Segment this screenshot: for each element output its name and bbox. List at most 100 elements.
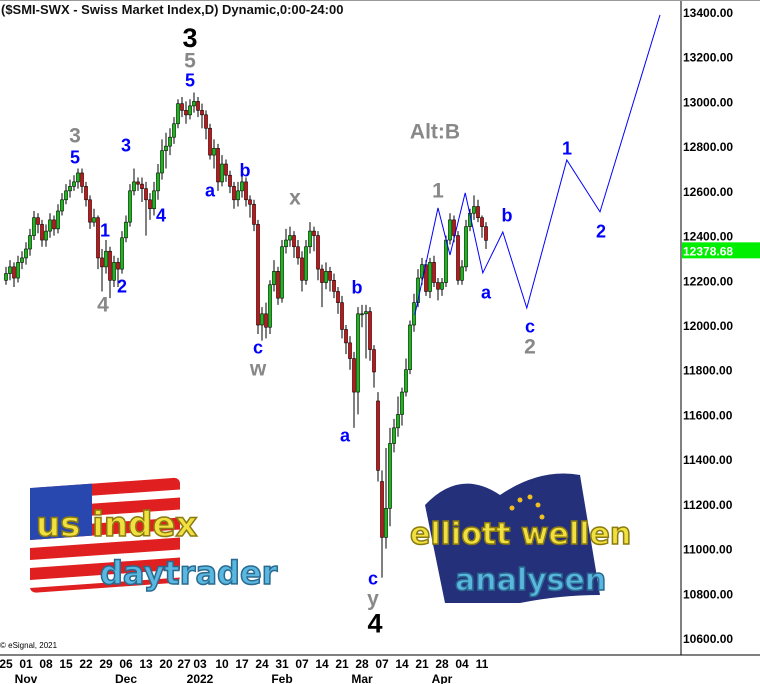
wave-label: 4 [97, 294, 109, 317]
candle-down [456, 231, 460, 285]
wave-label: 4 [367, 609, 382, 639]
candle-body [156, 172, 160, 192]
candle-body [44, 230, 48, 241]
candle-body [152, 190, 156, 210]
candle-up [164, 132, 168, 169]
price-axis: 13400.00 13200.00 13000.00 12800.00 12600.00… [682, 6, 760, 646]
candle-body [292, 235, 296, 248]
candle-body [196, 101, 200, 111]
candle-body [36, 217, 40, 225]
wave-label: a [481, 282, 492, 302]
x-tick-day: 24 [255, 657, 269, 671]
candle-body [216, 148, 220, 183]
candle-down [88, 195, 92, 229]
candle-up [28, 228, 32, 256]
candle-up [304, 240, 308, 285]
candle-body [228, 174, 232, 187]
candle-body [200, 110, 204, 116]
candle-up [220, 155, 224, 187]
candle-down [196, 96, 200, 118]
x-tick-day: 14 [395, 657, 409, 671]
x-tick-day: 15 [59, 657, 73, 671]
candle-body [456, 235, 460, 281]
candle-body [264, 313, 268, 328]
candle-body [136, 181, 140, 185]
candle-body [12, 266, 16, 279]
candle-up [284, 228, 288, 254]
candle-up [112, 255, 116, 287]
candle-down [232, 181, 236, 209]
candle-down [248, 195, 252, 218]
candle-body [180, 103, 184, 111]
y-tick-label: 12800.00 [683, 140, 733, 154]
candle-body [440, 282, 444, 290]
candle-body [220, 163, 224, 183]
y-tick-label: 12200.00 [683, 274, 733, 288]
x-tick-month: 2022 [187, 672, 214, 684]
x-tick-month: Feb [271, 672, 292, 684]
candle-down [80, 168, 84, 194]
candle-body [276, 271, 280, 299]
y-tick-label: 13200.00 [683, 51, 733, 65]
candle-body [88, 199, 92, 223]
candle-up [60, 193, 64, 216]
x-tick-day: 20 [159, 657, 173, 671]
y-tick-label: 12400.00 [683, 230, 733, 244]
candle-up [400, 387, 404, 426]
candle-down [180, 96, 184, 118]
y-tick-label: 10800.00 [683, 587, 733, 601]
candle-down [224, 159, 228, 182]
candle-up [92, 208, 96, 227]
candle-up [8, 260, 12, 281]
candle-body [16, 262, 20, 279]
candle-body [300, 257, 304, 281]
x-tick-day: 28 [435, 657, 449, 671]
candle-down [108, 246, 112, 299]
candle-body [144, 188, 148, 201]
candle-body [184, 110, 188, 116]
candle-body [452, 219, 456, 236]
candle-body [416, 277, 420, 303]
candle-body [280, 246, 284, 299]
wave-label: 2 [596, 221, 606, 241]
logo-left-line1: us index [36, 505, 198, 545]
candle-down [96, 215, 100, 270]
candle-up [240, 175, 244, 198]
candle-down [264, 302, 268, 339]
wave-label: Alt:B [410, 121, 460, 144]
candle-body [208, 127, 212, 156]
candle-body [4, 273, 8, 281]
candle-down [228, 170, 232, 194]
x-tick-month: Nov [15, 672, 38, 684]
x-tick-day: 03 [193, 657, 207, 671]
y-tick-label: 12600.00 [683, 185, 733, 199]
candle-down [256, 219, 260, 334]
candle-body [336, 291, 340, 303]
us-flag-icon [30, 477, 180, 593]
candle-body [236, 190, 240, 201]
candle-body [480, 217, 484, 227]
candle-body [432, 262, 436, 283]
x-tick-day: 28 [355, 657, 369, 671]
candle-down [208, 123, 212, 160]
candle-body [100, 257, 104, 268]
x-tick-day: 29 [99, 657, 113, 671]
wave-label: b [240, 161, 251, 181]
candle-body [360, 313, 364, 316]
logo-left-line2: daytrader [100, 554, 278, 592]
candle-down [136, 177, 140, 191]
candle-body [8, 266, 12, 274]
candle-down [348, 336, 352, 370]
candle-body [256, 224, 260, 326]
candle-down [344, 325, 348, 355]
wave-label: c [368, 568, 378, 588]
wave-label: x [289, 186, 301, 209]
candle-up [308, 222, 312, 254]
candle-down [376, 392, 380, 482]
candle-body [32, 217, 36, 236]
projection [414, 14, 661, 316]
candle-body [148, 199, 152, 210]
candle-down [84, 181, 88, 207]
candle-up [72, 175, 76, 191]
candles [4, 92, 488, 578]
